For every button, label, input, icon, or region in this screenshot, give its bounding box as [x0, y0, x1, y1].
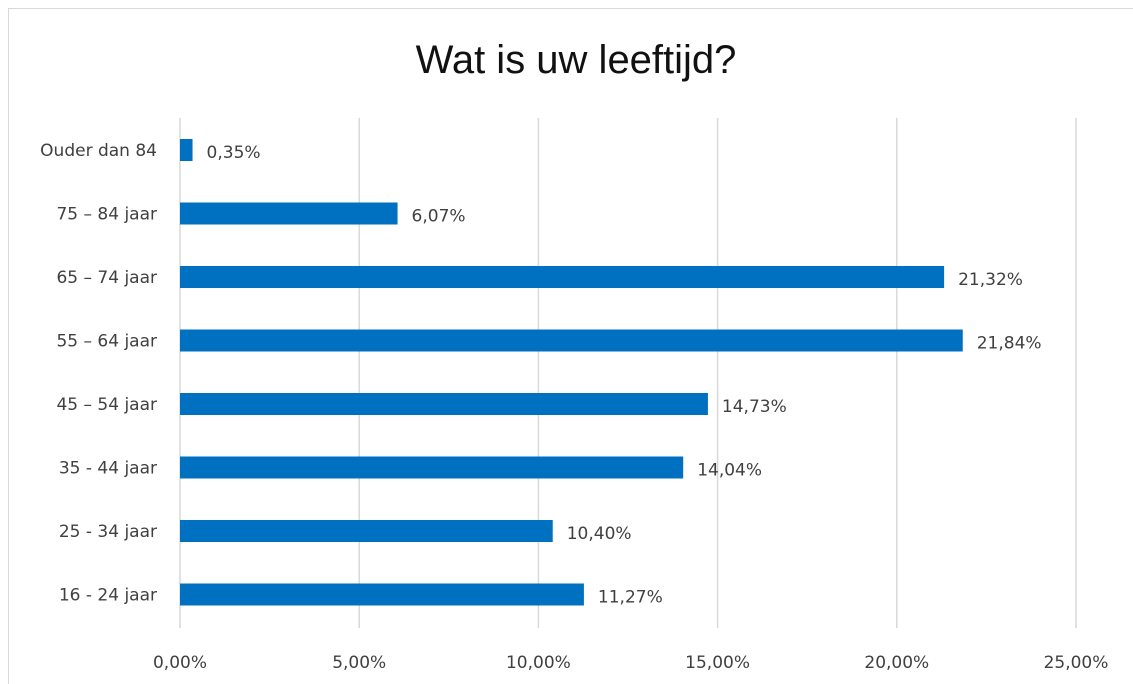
- bar: [180, 139, 193, 161]
- category-labels: Ouder dan 84 75 – 84 jaar 65 – 74 jaar 55 –…: [40, 141, 157, 606]
- x-tick-label: 20,00%: [864, 653, 929, 673]
- category-label: 65 – 74 jaar: [56, 268, 157, 288]
- category-label: 16 - 24 jaar: [59, 586, 157, 606]
- bar: [180, 329, 963, 352]
- bar: [180, 456, 684, 479]
- data-label: 10,40%: [567, 524, 632, 544]
- x-tick-label: 25,00%: [1044, 653, 1109, 673]
- category-label: 35 - 44 jaar: [59, 459, 157, 479]
- data-label: 6,07%: [412, 207, 466, 227]
- category-label: 25 - 34 jaar: [59, 522, 157, 542]
- data-label: 21,84%: [977, 334, 1042, 354]
- bar: [180, 266, 945, 288]
- bar: [180, 393, 708, 415]
- chart-title: Wat is uw leeftijd?: [416, 38, 737, 82]
- bar: [180, 520, 553, 542]
- gridlines: [179, 118, 1077, 628]
- data-label: 11,27%: [598, 588, 663, 608]
- data-label: 21,32%: [958, 270, 1023, 290]
- category-label: 45 – 54 jaar: [56, 395, 157, 415]
- data-labels: 0,35% 6,07% 21,32% 21,84% 14,73% 14,04% 10,40%…: [207, 143, 1042, 608]
- x-tick-label: 0,00%: [153, 653, 207, 673]
- x-tick-label: 15,00%: [685, 653, 750, 673]
- x-tick-label: 10,00%: [506, 653, 571, 673]
- data-label: 0,35%: [207, 143, 261, 163]
- data-label: 14,73%: [722, 397, 787, 417]
- bar: [180, 202, 398, 225]
- bars: [180, 139, 963, 606]
- x-tick-labels: 0,00% 5,00% 10,00% 15,00% 20,00% 25,00%: [153, 653, 1108, 673]
- data-label: 14,04%: [697, 461, 762, 481]
- category-label: 55 – 64 jaar: [56, 332, 157, 352]
- category-label: 75 – 84 jaar: [56, 205, 157, 225]
- bar: [180, 583, 584, 606]
- x-tick-label: 5,00%: [332, 653, 386, 673]
- category-label: Ouder dan 84: [40, 141, 157, 161]
